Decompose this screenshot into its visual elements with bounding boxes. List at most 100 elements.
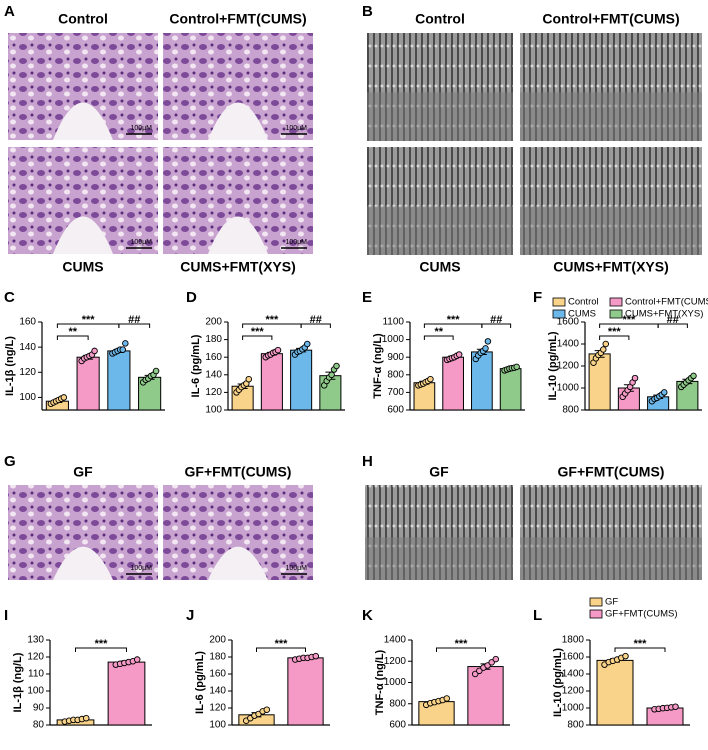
bar xyxy=(287,657,324,726)
legend-swatch xyxy=(609,309,623,319)
y-tick-label: 1200 xyxy=(384,656,407,667)
data-point xyxy=(672,703,679,710)
y-tick-label: 80 xyxy=(33,720,45,731)
scale-bar-label: 100μM xyxy=(285,565,307,572)
significance-label: ## xyxy=(128,314,140,326)
legend-swatch xyxy=(552,297,566,307)
bar xyxy=(499,368,522,411)
bar xyxy=(107,661,146,726)
legend-label: Control+FMT(CUMS) xyxy=(625,297,708,308)
panel-letter: C xyxy=(4,289,15,306)
y-axis-label: IL-6 (pg/mL) xyxy=(190,334,202,397)
significance-label: ## xyxy=(310,314,322,326)
significance-bracket xyxy=(657,323,688,328)
y-tick-label: 90 xyxy=(33,703,45,714)
bar xyxy=(596,659,634,726)
significance-label: *** xyxy=(455,638,469,650)
y-tick-label: 1800 xyxy=(562,635,585,646)
y-tick-label: 600 xyxy=(387,405,404,416)
y-tick-label: 180 xyxy=(209,652,226,663)
legend-swatch xyxy=(589,609,603,619)
lumen xyxy=(208,546,268,580)
data-point xyxy=(443,695,451,702)
y-tick-label: 140 xyxy=(205,369,222,380)
legend-label: Control xyxy=(568,297,599,308)
data-point xyxy=(304,340,311,348)
data-point xyxy=(122,340,129,347)
legend-swatch xyxy=(589,597,603,607)
y-tick-label: 700 xyxy=(387,387,404,398)
y-axis-label: IL-10 (pg/mL) xyxy=(552,648,564,717)
scale-bar-label: 100μM xyxy=(130,125,152,132)
data-point xyxy=(133,656,141,663)
data-point xyxy=(152,367,160,375)
panel-letter: E xyxy=(362,289,372,306)
bar xyxy=(260,353,283,411)
data-point xyxy=(476,667,483,675)
significance-label: ** xyxy=(68,326,77,338)
legend-swatch xyxy=(609,297,623,307)
y-tick-label: 200 xyxy=(205,317,222,328)
data-point xyxy=(690,372,697,380)
y-tick-label: 800 xyxy=(389,698,406,709)
y-axis-label: IL-10 (pg/mL) xyxy=(547,331,559,400)
data-point xyxy=(471,670,479,678)
y-tick-label: 120 xyxy=(209,703,226,714)
em-shade xyxy=(520,92,702,141)
image-caption: CUMS+FMT(XYS) xyxy=(180,259,296,275)
legend-label: GF+FMT(CUMS) xyxy=(605,609,678,620)
y-tick-label: 800 xyxy=(567,720,584,731)
y-tick-label: 140 xyxy=(209,686,226,697)
y-axis-label: IL-1β (ng/L) xyxy=(12,652,24,712)
significance-bracket xyxy=(614,647,666,652)
data-point xyxy=(328,371,335,379)
lumen xyxy=(53,102,113,140)
y-tick-label: 1600 xyxy=(557,317,580,328)
data-point xyxy=(484,338,492,345)
lumen xyxy=(208,216,268,254)
data-point xyxy=(427,375,434,383)
data-point xyxy=(312,652,320,660)
y-tick-label: 1400 xyxy=(384,635,407,646)
significance-label: *** xyxy=(95,638,109,650)
bar xyxy=(442,356,464,411)
y-tick-label: 1400 xyxy=(562,669,585,680)
em-shade xyxy=(365,537,513,580)
image-caption: GF xyxy=(73,464,93,480)
significance-label: ** xyxy=(434,326,443,338)
significance-label: *** xyxy=(251,326,265,338)
data-point xyxy=(602,340,610,348)
y-tick-label: 1000 xyxy=(557,383,580,394)
scale-bar-label: 100μM xyxy=(130,565,152,572)
panel-letter: G xyxy=(4,453,16,470)
significance-bracket xyxy=(423,335,454,340)
bar xyxy=(319,375,342,411)
y-tick-label: 200 xyxy=(209,635,226,646)
y-tick-label: 120 xyxy=(27,652,44,663)
panel-letter: I xyxy=(4,607,8,624)
y-tick-label: 100 xyxy=(27,686,44,697)
data-point xyxy=(455,351,463,358)
y-tick-label: 100 xyxy=(205,405,222,416)
y-tick-label: 1400 xyxy=(557,339,580,350)
significance-bracket xyxy=(599,335,630,340)
image-caption: Control xyxy=(415,11,465,27)
data-point xyxy=(600,346,607,353)
y-tick-label: 110 xyxy=(28,669,44,680)
legend-label: CUMS xyxy=(568,309,596,320)
y-tick-label: 800 xyxy=(562,405,579,416)
em-shade xyxy=(367,206,513,255)
y-tick-label: 120 xyxy=(19,367,36,378)
data-point xyxy=(484,662,491,669)
image-caption: CUMS xyxy=(419,259,460,275)
significance-label: *** xyxy=(82,314,96,326)
data-point xyxy=(492,655,500,663)
y-tick-label: 180 xyxy=(205,334,222,345)
image-caption: GF+FMT(CUMS) xyxy=(185,464,292,480)
y-tick-label: 120 xyxy=(205,387,222,398)
em-shade xyxy=(367,92,513,141)
panel-letter: F xyxy=(533,289,542,306)
significance-label: ## xyxy=(667,314,679,326)
data-point xyxy=(245,375,253,383)
significance-bracket xyxy=(75,647,127,652)
